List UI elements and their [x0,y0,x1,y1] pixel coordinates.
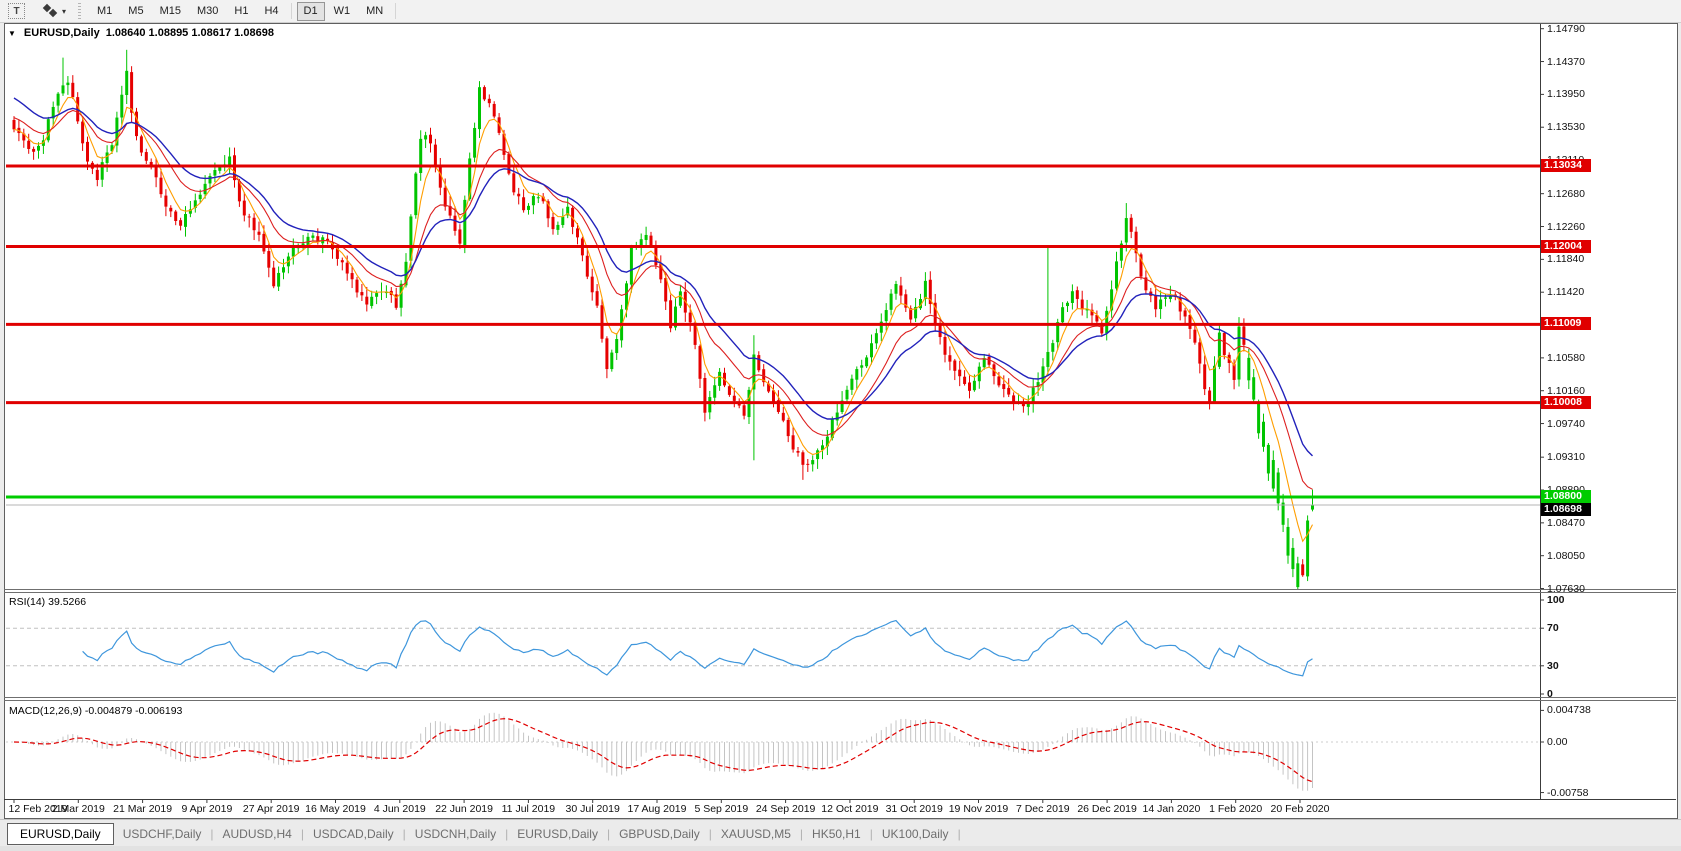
chevron-down-icon: ▾ [62,6,67,16]
tab-separator: | [799,826,804,841]
toolbar-grip[interactable] [78,3,82,19]
chart-tab-eurusd-daily[interactable]: EURUSD,Daily [7,822,114,845]
tab-separator: | [957,826,961,841]
timeframe-button-m1[interactable]: M1 [97,5,113,17]
chart-tab-uk100-daily[interactable]: UK100,Daily [881,826,949,841]
timeframe-button-h1[interactable]: H1 [234,5,249,17]
toolbar: T ▾ M1 M5 M15 M30 H1 H4 D1 W1 MN [0,0,1681,23]
timeframe-button-d1[interactable]: D1 [296,1,325,21]
chart-tab-xauusd-m5[interactable]: XAUUSD,M5 [720,826,791,841]
tile-windows-icon [42,3,59,18]
window-bottom-strip [0,846,1681,851]
tab-separator: | [869,826,873,841]
timeframe-button-m5[interactable]: M5 [128,5,144,17]
chart-tab-usdcnh-daily[interactable]: USDCNH,Daily [414,826,497,841]
tab-separator: | [708,826,712,841]
tab-separator: | [505,826,509,841]
tab-separator: | [300,826,304,841]
timeframe-button-m15[interactable]: M15 [159,5,181,17]
chart-tab-eurusd-daily[interactable]: EURUSD,Daily [517,826,598,841]
timeframe-button-w1[interactable]: W1 [333,5,351,17]
tab-separator: | [402,826,406,841]
chart-tab-usdcad-daily[interactable]: USDCAD,Daily [312,826,394,841]
timeframe-button-group: M1 M5 M15 M30 H1 H4 D1 W1 MN [89,1,400,21]
timeframe-button-h4[interactable]: H4 [264,5,279,17]
text-tool-button[interactable]: T [2,2,25,20]
tile-windows-button[interactable]: ▾ [29,2,66,20]
chart-tab-usdchf-daily[interactable]: USDCHF,Daily [122,826,202,841]
chart-tab-hk50-h1[interactable]: HK50,H1 [812,826,861,841]
tab-separator: | [210,826,214,841]
chart-tab-bar: EURUSD,Daily USDCHF,Daily | AUDUSD,H4 | USDCA… [0,819,1681,847]
toolbar-separator [290,3,292,19]
timeframe-button-mn[interactable]: MN [366,5,384,17]
chart-tab-gbpusd-daily[interactable]: GBPUSD,Daily [619,826,700,841]
chart-tab-audusd-h4[interactable]: AUDUSD,H4 [222,826,292,841]
text-tool-icon: T [8,3,25,19]
toolbar-separator [395,3,397,19]
tab-separator: | [606,826,611,841]
timeframe-button-m30[interactable]: M30 [196,5,219,17]
